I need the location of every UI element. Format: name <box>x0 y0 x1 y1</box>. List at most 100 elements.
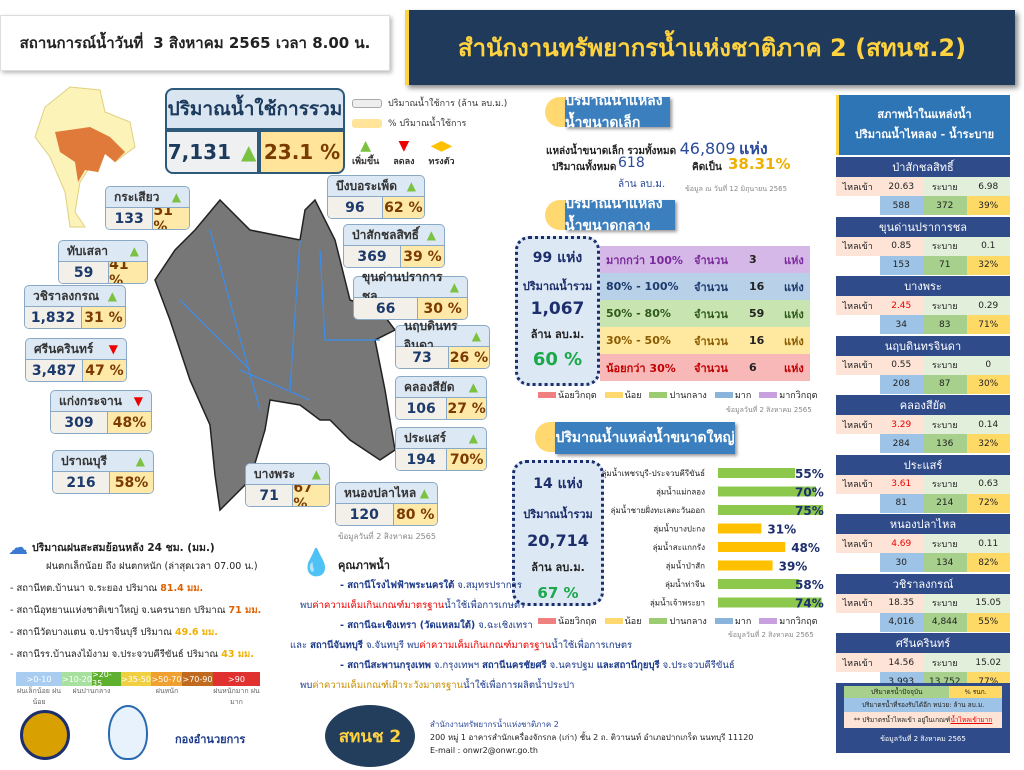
reservoir-name: แก่งกระจาน <box>59 393 122 408</box>
reservoir-percent: 47 % <box>81 360 126 381</box>
footer-address: 200 หมู่ 1 อาคารสำนักเครื่องจักรกล (เก่า… <box>430 733 754 742</box>
legend-percent: % ปริมาณน้ำใช้การ <box>388 119 467 129</box>
percent-capacity: 82% <box>966 553 1010 572</box>
unit: แห่ง <box>784 280 804 294</box>
quality-title: คุณภาพน้ำ <box>338 559 390 572</box>
reservoir-percent: 62 % <box>381 197 424 218</box>
outflow-value: 0.14 <box>966 415 1010 434</box>
medium-range-table: มากกว่า 100% จำนวน 3 แห่ง 80% - 100% จำนวน 16 แ… <box>600 246 810 381</box>
medium-vol-label: ปริมาณน้ำรวม <box>522 280 593 293</box>
legend-item: น้อย <box>604 388 641 402</box>
current-volume: 87 <box>923 374 967 394</box>
large-date: ข้อมูลวันที่ 2 สิงหาคม 2565 <box>728 631 814 639</box>
rain-scale-item: >70-90 <box>182 672 213 686</box>
trend-down-icon: ▼ <box>133 394 143 408</box>
outflow-label: ระบาย <box>923 296 967 315</box>
thailand-mini-map <box>34 86 136 228</box>
large-count: 14 แห่ง <box>533 476 583 492</box>
reservoir-flow-block: หนองปลาไหล ไหลเข้า 4.69 ระบาย 0.11 30 134 82% <box>836 514 1010 572</box>
count: 16 <box>749 334 765 347</box>
legend-down: ลดลง <box>393 157 415 167</box>
q6a: พบ <box>300 680 313 691</box>
reservoir-flow-block: ศรีนครินทร์ ไหลเข้า 14.56 ระบาย 15.02 3,993… <box>836 633 1010 691</box>
rain-station: - สถานีรร.บ้านลงไม้งาม จ.ประจวบคีรีขันธ์… <box>10 649 254 660</box>
outflow-label: ระบาย <box>923 355 967 375</box>
reservoir-percent: 51 % <box>152 208 189 229</box>
outflow-label: ระบาย <box>923 474 967 494</box>
medium-volume: 1,067 <box>530 299 585 319</box>
right-date: ข้อมูลวันที่ 2 สิงหาคม 2565 <box>880 735 966 743</box>
reservoir-card: ประแสร์ ▲ 194 70% <box>395 427 487 471</box>
bar-value-label: 74% <box>795 597 824 611</box>
medium-reservoir-header: ปริมาณน้ำแหล่งน้ำขนาดกลาง <box>545 196 675 234</box>
medium-unit: ล้าน ลบ.ม. <box>530 328 585 341</box>
legend-item: มาก <box>714 614 751 628</box>
reservoir-volume: 133 <box>106 208 153 229</box>
rain-class-label: ฝนปานกลาง <box>72 687 111 695</box>
capacity-remaining: 34 <box>879 315 923 334</box>
inflow-value: 18.35 <box>879 593 923 613</box>
logo3-text: กองอำนวยการ <box>175 733 246 746</box>
region-map <box>154 198 397 512</box>
reservoir-volume: 106 <box>396 398 447 419</box>
flow-reservoir-name: ขุนด่านปราการชล <box>836 216 1010 237</box>
reservoir-name: บึงบอระเพ็ด <box>336 178 397 193</box>
flow-reservoir-name: ประแสร์ <box>836 454 1010 475</box>
legend-item: มากวิกฤต <box>759 388 818 402</box>
medium-pct: 60 % <box>532 349 583 370</box>
q4e: น้ำใช้เพื่อการเกษตร <box>551 640 633 651</box>
rain-scale-item: >90 <box>213 672 260 686</box>
large-volume: 20,714 <box>527 531 589 550</box>
outflow-value: 0.29 <box>966 296 1010 315</box>
bar-category-label: ลุ่มน้ำแม่กลอง <box>656 486 705 497</box>
range: 50% - 80% <box>606 307 671 320</box>
reservoir-volume: 73 <box>396 347 448 368</box>
reservoir-volume: 71 <box>246 485 293 506</box>
trend-up-icon: ▲ <box>311 467 321 481</box>
outflow-value: 6.98 <box>966 177 1010 196</box>
reservoir-flow-block: คลองสียัด ไหลเข้า 3.29 ระบาย 0.14 284 136 32% <box>836 395 1010 453</box>
flow-reservoir-name: หนองปลาไหล <box>836 514 1010 534</box>
outflow-label: ระบาย <box>923 415 967 434</box>
rain-scale: >0-10 >10-20 >20-35 >35-50 >50-70 >70-90 >90 <box>16 670 290 688</box>
outflow-label: ระบาย <box>923 177 967 196</box>
current-volume: 83 <box>923 315 967 334</box>
rain-subtitle: ฝนตกเล็กน้อย ถึง ฝนตกหนัก (ล่าสุดเวลา 07… <box>46 561 258 572</box>
count: 6 <box>749 361 757 374</box>
reservoir-card: ทับเสลา ▲ 59 41 % <box>58 240 148 284</box>
small-count-line: แหล่งน้ำขนาดเล็ก รวมทั้งหมด 46,809 แห่ง <box>546 137 768 162</box>
small-pct: 38.31% <box>728 155 791 173</box>
footer-email[interactable]: E-mail : onwr2@onwr.go.th <box>430 746 538 755</box>
q2b: ค่าความเค็มเกินเกณฑ์มาตรฐาน <box>312 600 445 611</box>
bar <box>718 505 823 515</box>
rain-cloud-icon: ☁ <box>8 535 28 559</box>
bar-value-label: 75% <box>795 504 824 518</box>
small-count-unit: แห่ง <box>739 139 768 158</box>
rain-scale-item: >0-10 <box>16 672 62 686</box>
situation-date: 3 สิงหาคม 2565 เวลา 8.00 น. <box>153 34 371 52</box>
key-inflow-link[interactable]: น้ำไหลเข้ามาก <box>950 716 993 724</box>
rain-class-label: ฝนหนัก <box>155 687 179 695</box>
reservoir-percent: 39 % <box>399 246 444 267</box>
bar-category-label: ลุ่มน้ำเพชรบุรี-ประจวบคีรีขันธ์ <box>601 467 705 478</box>
reservoir-name: กระเสียว <box>114 189 160 204</box>
footer-contact: สำนักงานทรัพยากรน้ำแห่งชาติภาค 2 200 หมู… <box>430 718 753 757</box>
trend-up-icon: ▲ <box>240 140 257 164</box>
reservoir-card: บางพระ ▲ 71 67 % <box>245 463 330 507</box>
medium-summary: 99 แห่ง ปริมาณน้ำรวม 1,067 ล้าน ลบ.ม. 60… <box>515 236 600 386</box>
large-summary: 14 แห่ง ปริมาณน้ำรวม 20,714 ล้าน ลบ.ม. 6… <box>512 460 604 606</box>
reservoir-name: บางพระ <box>254 466 296 481</box>
count: 3 <box>749 253 757 266</box>
bar-category-label: ลุ่มน้ำป่าสัก <box>666 560 706 571</box>
bar-value-label: 48% <box>791 541 820 555</box>
legend-item: มาก <box>714 388 751 402</box>
medium-range-row: 80% - 100% จำนวน 16 แห่ง <box>600 273 810 300</box>
legend-item: ปานกลาง <box>649 388 707 402</box>
reservoir-volume: 216 <box>53 472 109 493</box>
key-current: ปริมาตรน้ำปัจจุบัน <box>844 686 950 698</box>
q1a: - สถานีโรงไฟฟ้าพระนครใต้ <box>340 580 455 591</box>
bar-value-label: 70% <box>795 486 824 500</box>
water-drop-mascot-icon: 💧 <box>300 548 333 578</box>
bar <box>718 486 816 497</box>
inflow-label: ไหลเข้า <box>836 534 880 553</box>
